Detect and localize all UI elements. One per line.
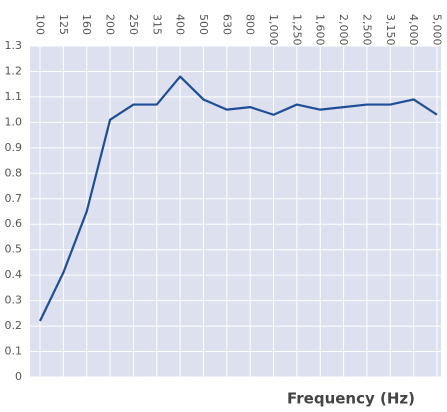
x-tick-label: 3,150: [384, 14, 397, 46]
plot-area: [30, 46, 441, 377]
x-tick-label: 100: [34, 14, 47, 35]
data-line: [39, 75, 438, 322]
y-tick-label: 0.2: [5, 319, 23, 332]
y-tick-label: 1.3: [5, 39, 23, 52]
y-tick-label: 1.0: [5, 115, 23, 128]
y-tick-label: 0.9: [5, 141, 23, 154]
y-tick-label: 0: [15, 370, 22, 383]
y-tick-label: 0.8: [5, 166, 23, 179]
x-tick-label: 315: [150, 14, 163, 35]
x-tick-label: 1,000: [267, 14, 280, 46]
x-tick-label: 1,250: [290, 14, 303, 46]
x-tick-label: 400: [174, 14, 187, 35]
x-tick-label: 2,000: [337, 14, 350, 46]
y-tick-label: 0.3: [5, 294, 23, 307]
x-tick-label: 250: [127, 14, 140, 35]
y-tick-label: 0.4: [5, 268, 23, 281]
x-tick-label: 5,000: [431, 14, 444, 46]
x-tick-label: 160: [80, 14, 93, 35]
x-tick-label: 4,000: [407, 14, 420, 46]
y-tick-label: 0.1: [5, 345, 23, 358]
x-tick-label: 500: [197, 14, 210, 35]
x-tick-label: 800: [244, 14, 257, 35]
y-tick-label: 1.1: [5, 90, 23, 103]
y-tick-label: 1.2: [5, 64, 23, 77]
y-tick-label: 0.5: [5, 243, 23, 256]
x-tick-label: 1,600: [314, 14, 327, 46]
x-tick-label: 200: [104, 14, 117, 35]
y-tick-label: 0.6: [5, 217, 23, 230]
x-tick-label: 2,500: [360, 14, 373, 46]
x-tick-label: 630: [220, 14, 233, 35]
x-tick-label: 125: [57, 14, 70, 35]
x-axis-label: Frequency (Hz): [287, 390, 415, 408]
y-tick-label: 0.7: [5, 192, 23, 205]
